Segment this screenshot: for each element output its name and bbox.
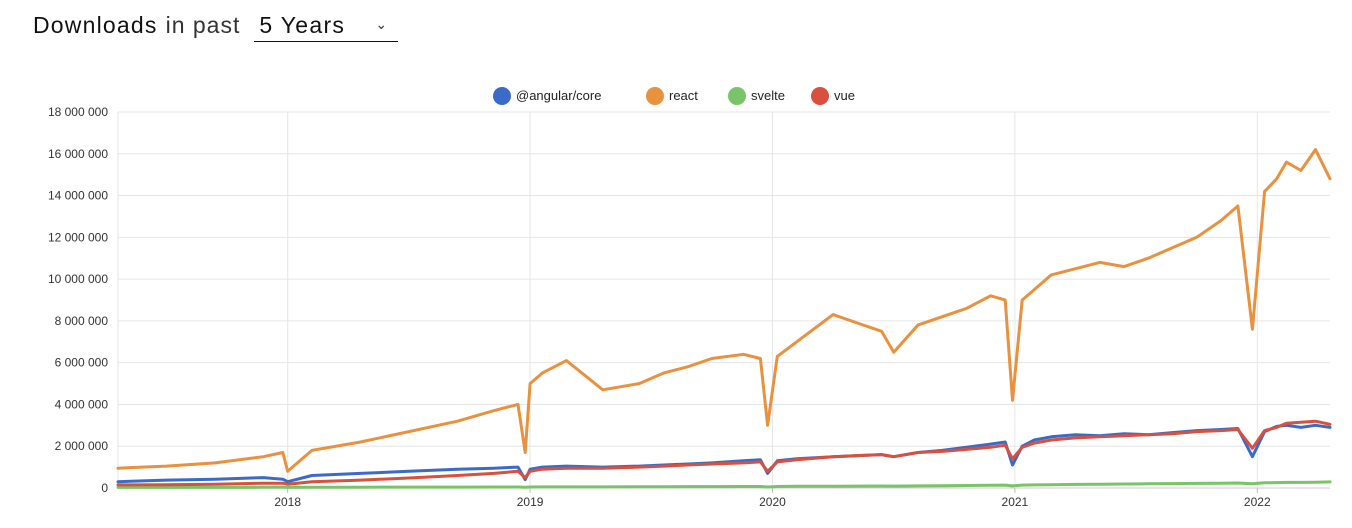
y-tick-label: 12 000 000 [48,230,108,244]
legend-label: svelte [751,88,785,103]
series-line-vue[interactable] [116,419,1332,487]
period-select[interactable]: 5 Years ⌄ [254,12,399,42]
series-line-svelte[interactable] [116,480,1332,489]
y-tick-label: 16 000 000 [48,147,108,161]
chart-series [116,148,1332,489]
downloads-header: Downloads in past 5 Years ⌄ [33,12,399,44]
x-tick-label: 2018 [274,495,301,509]
chart-legend: @angular/core react svelte vue [493,87,855,105]
y-tick-label: 10 000 000 [48,272,108,286]
period-connector-text: in past [165,12,241,38]
chevron-down-icon: ⌄ [375,16,389,32]
chart-axes: 0 2 000 000 4 000 000 6 000 000 8 000 000 10 … [48,105,1271,509]
y-tick-label: 2 000 000 [55,439,109,453]
x-tick-label: 2019 [517,495,544,509]
legend-item[interactable]: react [646,87,698,105]
period-select-value: 5 Years [259,12,346,38]
x-tick-label: 2021 [1002,495,1029,509]
legend-label: @angular/core [516,88,601,103]
legend-swatch [646,87,664,105]
x-tick-label: 2022 [1244,495,1271,509]
y-tick-label: 14 000 000 [48,189,108,203]
series-line-react[interactable] [116,148,1332,473]
downloads-title: Downloads [33,12,158,38]
x-tick-label: 2020 [759,495,786,509]
legend-item[interactable]: @angular/core [493,87,601,105]
legend-swatch [493,87,511,105]
legend-item[interactable]: vue [811,87,855,105]
y-tick-label: 6 000 000 [55,356,109,370]
y-tick-label: 0 [101,481,108,495]
y-tick-label: 8 000 000 [55,314,109,328]
y-tick-label: 18 000 000 [48,105,108,119]
chart-grid [117,111,1330,489]
legend-label: vue [834,88,855,103]
legend-swatch [728,87,746,105]
legend-item[interactable]: svelte [728,87,785,105]
legend-label: react [669,88,698,103]
y-tick-label: 4 000 000 [55,397,109,411]
legend-swatch [811,87,829,105]
